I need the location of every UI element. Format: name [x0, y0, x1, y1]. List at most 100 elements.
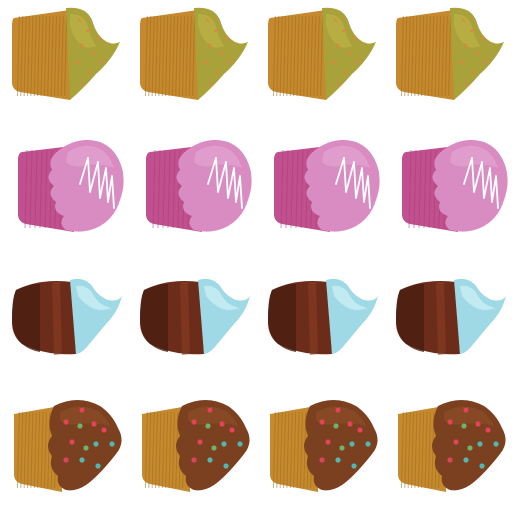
sprinkle	[80, 43, 84, 47]
candy-dot	[207, 407, 213, 413]
choco-dot-cupcake	[256, 384, 384, 512]
candy-dot	[205, 423, 211, 429]
chocolate-blue-cupcake-icon	[140, 278, 250, 355]
candy-dot	[109, 441, 115, 447]
choco-dot-cupcake	[128, 384, 256, 512]
pink-drizzle-cupcake-icon	[274, 140, 380, 232]
candy-dot	[447, 419, 453, 425]
chocolate-blue-cupcake-icon	[396, 278, 506, 355]
candy-dot	[79, 407, 85, 413]
candy-dot	[467, 445, 473, 451]
candy-dot	[351, 463, 357, 469]
choco-dot-cupcake-icon	[270, 400, 378, 492]
candy-dot	[237, 441, 243, 447]
candy-dot	[93, 441, 99, 447]
chocolate-blue-cupcake	[256, 256, 384, 384]
sprinkle	[86, 29, 90, 33]
sprinkle	[100, 59, 104, 63]
sprinkle	[476, 51, 480, 54]
candy-dot	[335, 457, 341, 463]
sprinkle	[472, 70, 476, 75]
candy-dot	[463, 457, 469, 463]
choco-dot-cupcake	[0, 384, 128, 512]
sprinkle	[464, 43, 468, 47]
drizzle	[207, 157, 243, 209]
sprinkle	[204, 61, 208, 65]
pink-drizzle-cupcake-icon	[402, 140, 508, 232]
sprinkle	[344, 70, 348, 75]
sprinkle	[484, 59, 488, 63]
candy-dot	[79, 457, 85, 463]
sprinkle	[352, 37, 356, 41]
drizzle	[335, 157, 371, 209]
sprinkle	[460, 61, 464, 65]
choco-dot-cupcake-icon	[142, 400, 250, 492]
sprinkle	[348, 51, 352, 54]
pink-drizzle-cupcake	[128, 128, 256, 256]
sprinkle	[224, 37, 228, 41]
sprinkle	[206, 19, 210, 23]
candy-dot	[479, 463, 485, 469]
candy-dot	[197, 439, 203, 445]
candy-dot	[339, 445, 345, 451]
candy-dot	[83, 445, 89, 451]
pink-drizzle-cupcake	[0, 128, 128, 256]
pink-drizzle-cupcake	[384, 128, 512, 256]
candy-dot	[453, 439, 459, 445]
sprinkle	[462, 19, 466, 23]
candy-dot	[223, 463, 229, 469]
candy-dot	[319, 457, 325, 463]
choco-dot-cupcake-icon	[14, 400, 122, 492]
drizzle	[463, 157, 499, 209]
candy-dot	[463, 407, 469, 413]
candy-dot	[325, 439, 331, 445]
chocolate-blue-cupcake	[0, 256, 128, 384]
candy-dot	[69, 439, 75, 445]
candy-dot	[63, 457, 69, 463]
chocolate-blue-cupcake	[128, 256, 256, 384]
candy-dot	[77, 423, 83, 429]
pink-drizzle-cupcake-icon	[18, 140, 124, 232]
sprinkle	[342, 29, 346, 33]
candy-dot	[477, 441, 483, 447]
candy-dot	[63, 419, 69, 425]
candy-dot	[95, 463, 101, 469]
chocolate-blue-cupcake-icon	[12, 278, 122, 355]
choco-dot-cupcake-icon	[398, 400, 506, 492]
candy-dot	[91, 421, 97, 427]
choco-dot-cupcake	[384, 384, 512, 512]
candy-dot	[319, 419, 325, 425]
sprinkle	[334, 19, 338, 23]
sprinkle	[88, 70, 92, 75]
candy-dot	[347, 421, 353, 427]
olive-sprinkle-cupcake	[256, 0, 384, 128]
olive-sprinkle-cupcake-icon	[268, 7, 376, 100]
candy-dot	[221, 441, 227, 447]
candy-dot	[493, 441, 499, 447]
olive-sprinkle-cupcake	[384, 0, 512, 128]
candy-dot	[191, 419, 197, 425]
olive-sprinkle-cupcake-icon	[396, 7, 504, 100]
sprinkle	[338, 83, 342, 86]
candy-dot	[357, 427, 363, 433]
candy-dot	[475, 421, 481, 427]
candy-dot	[229, 427, 235, 433]
candy-dot	[349, 441, 355, 447]
olive-sprinkle-cupcake-icon	[140, 7, 248, 100]
candy-dot	[485, 427, 491, 433]
sprinkle	[480, 37, 484, 41]
sprinkle	[466, 83, 470, 86]
sprinkle	[210, 83, 214, 86]
sprinkle	[216, 70, 220, 75]
sprinkle	[336, 43, 340, 47]
olive-sprinkle-cupcake-icon	[12, 7, 120, 100]
sprinkle	[96, 37, 100, 41]
candy-dot	[365, 441, 371, 447]
sprinkle	[92, 51, 96, 54]
sprinkle	[220, 51, 224, 54]
chocolate-blue-cupcake-icon	[268, 278, 378, 355]
candy-dot	[447, 457, 453, 463]
sprinkle	[332, 61, 336, 65]
liner	[140, 10, 198, 100]
